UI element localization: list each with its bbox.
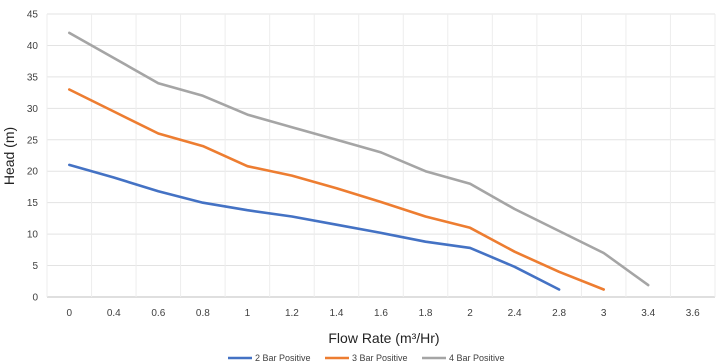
series-line-2	[68, 88, 606, 291]
x-tick-label: 1.6	[374, 308, 388, 319]
y-tick-label: 45	[27, 10, 39, 21]
legend-label: 3 Bar Positive	[352, 353, 408, 363]
y-tick-label: 25	[27, 135, 39, 146]
x-tick-label: 3	[601, 308, 607, 319]
axes: 0 5 10 15 20 25 30 35 40 45 0 0.4 0.6 0.8 1 1.2 1.4 1.6 1.…	[27, 10, 700, 320]
legend-label: 2 Bar Positive	[255, 353, 311, 363]
series-line-3	[68, 31, 650, 287]
legend-label: 4 Bar Positive	[449, 353, 505, 363]
y-tick-label: 0	[32, 293, 38, 304]
x-tick-label: 0.4	[107, 308, 121, 319]
y-tick-label: 30	[27, 104, 39, 115]
x-tick-label: 3.4	[641, 308, 655, 319]
x-tick-label: 0.6	[151, 308, 165, 319]
x-tick-label: 3.6	[686, 308, 700, 319]
y-axis-title: Head (m)	[1, 127, 17, 185]
gridlines	[46, 13, 716, 298]
y-tick-label: 35	[27, 72, 39, 83]
x-tick-label: 1	[245, 308, 251, 319]
x-tick-label: 0.8	[196, 308, 210, 319]
x-tick-label: 1.4	[330, 308, 344, 319]
x-tick-label: 1.2	[285, 308, 299, 319]
series-line-1	[68, 163, 561, 291]
x-axis-title: Flow Rate (m³/Hr)	[328, 330, 439, 346]
y-tick-label: 15	[27, 198, 39, 209]
y-tick-label: 5	[32, 261, 38, 272]
y-tick-label: 10	[27, 230, 39, 241]
series-lines	[68, 31, 650, 291]
x-tick-label: 2.4	[508, 308, 522, 319]
y-tick-label: 40	[27, 41, 39, 52]
x-tick-label: 1.8	[419, 308, 433, 319]
y-tick-label: 20	[27, 167, 39, 178]
x-tick-label: 2	[467, 308, 473, 319]
legend: 2 Bar Positive 3 Bar Positive 4 Bar Positi…	[228, 353, 505, 363]
x-tick-label: 0	[66, 308, 72, 319]
x-tick-label: 2.8	[552, 308, 566, 319]
